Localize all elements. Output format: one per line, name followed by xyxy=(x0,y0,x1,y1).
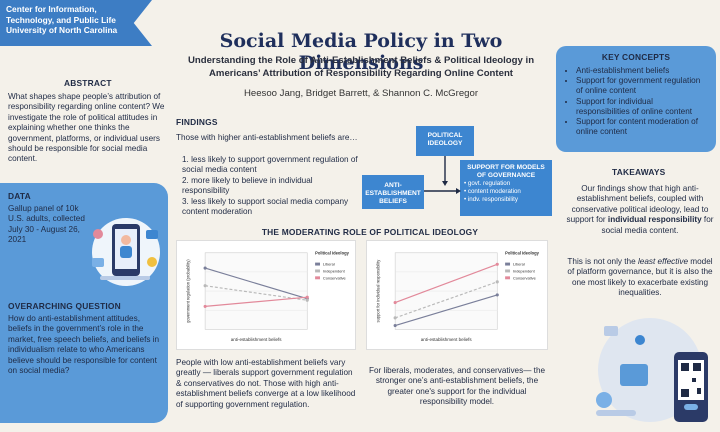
legend-swatch xyxy=(315,262,320,266)
data-point xyxy=(495,262,499,266)
legend-swatch xyxy=(315,276,320,280)
findings-list: 1. less likely to support government reg… xyxy=(182,155,362,217)
authors: Heesoo Jang, Bridget Barrett, & Shannon … xyxy=(243,88,479,99)
x-axis-label: anti-establishment beliefs xyxy=(421,337,473,342)
legend-label: Conservative xyxy=(323,275,346,280)
finding-item: 2. more likely to believe in individual … xyxy=(182,175,313,196)
data-point xyxy=(393,323,397,328)
findings-heading: FINDINGS xyxy=(176,117,218,127)
chart-individual-responsibility: Liberal Independent Conservative Political … xyxy=(366,240,548,350)
question-heading: OVERARCHING QUESTION xyxy=(8,301,121,311)
data-point xyxy=(203,304,207,308)
chart-government-regulation: Liberal Independent Conservative Political … xyxy=(176,240,356,350)
key-concept-item: Anti-establishment beliefs xyxy=(576,66,706,76)
banner-line-3: University of North Carolina xyxy=(6,25,118,35)
data-text: Gallup panel of 10k U.S. adults, collect… xyxy=(8,204,85,245)
takeaway-1: Our findings show that high anti-establi… xyxy=(566,184,714,236)
takeaway-2: This is not only the least effective mod… xyxy=(566,257,714,299)
governance-item: • govt. regulation xyxy=(464,180,511,188)
data-point xyxy=(305,295,309,299)
takeaway-2-emph: least effective xyxy=(637,257,689,266)
series-line xyxy=(204,267,308,300)
governance-models-box: SUPPORT FOR MODELS OF GOVERNANCE • govt.… xyxy=(460,160,552,216)
banner-line-2: Technology, and Public Life xyxy=(6,14,116,25)
legend-swatch xyxy=(505,262,511,266)
legend-label: Independent xyxy=(323,268,346,273)
data-point xyxy=(305,298,309,302)
findings-intro: Those with higher anti-establishment bel… xyxy=(176,133,358,142)
legend-title: Political Ideology xyxy=(505,251,540,256)
political-ideology-box: POLITICAL IDEOLOGY xyxy=(416,126,474,156)
series-line xyxy=(394,263,498,304)
series-line xyxy=(205,296,308,307)
anti-establishment-box: ANTI-ESTABLISHMENT BELIEFS xyxy=(362,175,424,209)
key-concept-item: Support for individual responsibilities … xyxy=(576,97,706,117)
data-point xyxy=(393,316,397,320)
y-axis-label: government regulation (probability) xyxy=(185,259,190,323)
key-concepts-heading: KEY CONCEPTS xyxy=(601,52,671,62)
governance-item: • indv. responsibility xyxy=(464,196,518,204)
question-text: How do anti-establishment attitudes, bel… xyxy=(8,314,160,376)
y-axis-label: support for individual responsibility xyxy=(375,259,380,323)
data-point xyxy=(495,293,499,297)
governance-item: • content moderation xyxy=(464,188,521,196)
key-concepts-panel: KEY CONCEPTS Anti-establishment beliefs … xyxy=(556,46,716,152)
data-heading: DATA xyxy=(8,191,31,201)
legend-swatch xyxy=(315,269,320,273)
chart2-caption: For liberals, moderates, and conservativ… xyxy=(368,366,546,407)
institution-banner: Center for Information, Technology, and … xyxy=(0,0,152,46)
social-media-illustration xyxy=(92,218,160,286)
takeaway-1-emph: individual responsibility xyxy=(607,215,702,225)
takeaway-2-a: This is not only the xyxy=(567,257,638,266)
finding-item: 1. less likely to support government reg… xyxy=(182,155,358,175)
banner-line-1: Center for Information, xyxy=(6,4,97,14)
legend-label: Independent xyxy=(513,268,536,273)
poster-title: Social Media Policy in Two Dimensions xyxy=(219,30,503,74)
chart1-caption: People with low anti-establishment belie… xyxy=(176,358,356,409)
legend-label: Conservative xyxy=(513,275,536,280)
series-line xyxy=(394,281,498,319)
takeaway-2-c: model of platform governance, but it is … xyxy=(567,257,713,298)
key-concept-item: Support for government regulation of onl… xyxy=(576,76,706,96)
abstract-text: What shapes shape people’s attribution o… xyxy=(8,92,165,164)
legend-label: Liberal xyxy=(323,262,335,267)
series-line xyxy=(205,285,308,301)
takeaway-1-c: for social media content. xyxy=(601,215,714,235)
x-axis-label: anti-establishment beliefs xyxy=(231,337,283,342)
poster-subtitle: Understanding the Role of Anti-Establish… xyxy=(187,55,535,79)
moderating-heading: THE MODERATING ROLE OF POLITICAL IDEOLOG… xyxy=(261,227,479,237)
data-point xyxy=(393,300,397,305)
legend-swatch xyxy=(505,276,511,280)
legend-label: Liberal xyxy=(513,262,525,267)
takeaway-1-a: Our findings show that high anti-establi… xyxy=(566,184,709,225)
takeaways-heading: TAKEAWAYS xyxy=(612,167,666,177)
data-point xyxy=(203,266,207,270)
governance-title: SUPPORT FOR MODELS OF GOVERNANCE xyxy=(467,164,545,180)
data-point xyxy=(495,280,499,284)
series-line xyxy=(394,294,498,327)
legend-title: Political Ideology xyxy=(315,251,350,256)
technology-illustration xyxy=(596,318,708,422)
legend-swatch xyxy=(505,269,511,273)
diagram-arrows xyxy=(424,156,461,194)
key-concept-item: Support for content moderation of online… xyxy=(576,117,706,137)
finding-item: 3. less likely to support social media c… xyxy=(182,196,349,217)
data-point xyxy=(203,284,207,288)
abstract-heading: ABSTRACT xyxy=(64,78,112,88)
